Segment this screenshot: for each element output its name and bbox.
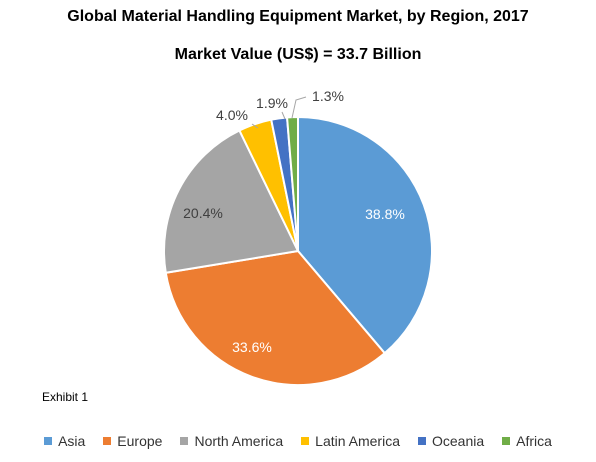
pie-slice-asia	[297, 115, 433, 355]
leader-line	[281, 111, 286, 120]
legend-label: Europe	[117, 433, 163, 449]
legend: Asia Europe North America Latin America Ocea…	[0, 433, 596, 449]
data-label: 33.6%	[232, 339, 272, 355]
legend-item: Europe	[103, 433, 162, 449]
legend-item: Africa	[502, 433, 552, 449]
chart-title: Global Material Handling Equipment Marke…	[67, 8, 529, 25]
legend-label: North America	[194, 433, 284, 449]
legend-swatch	[103, 437, 112, 445]
legend-item: Asia	[44, 433, 85, 449]
legend-item: Oceania	[417, 433, 485, 449]
data-label: 1.9%	[256, 95, 288, 111]
data-label: 1.3%	[312, 88, 344, 104]
data-label: 20.4%	[183, 205, 223, 221]
leader-line	[291, 96, 307, 119]
legend-label: Latin America	[315, 433, 400, 449]
pie-slice-europe	[164, 249, 387, 386]
legend-item: Latin America	[301, 433, 400, 449]
data-label: 4.0%	[216, 107, 248, 123]
legend-swatch	[44, 437, 53, 445]
legend-label: Asia	[58, 433, 86, 449]
legend-swatch	[417, 437, 426, 445]
chart-subtitle: Market Value (US$) = 33.7 Billion	[174, 46, 422, 63]
legend-item: North America	[180, 433, 283, 449]
legend-label: Oceania	[431, 433, 485, 449]
data-label: 38.8%	[365, 206, 405, 222]
leader-line	[251, 123, 259, 129]
legend-swatch	[301, 437, 310, 445]
exhibit-note: Exhibit 1	[42, 390, 89, 404]
legend-swatch	[502, 437, 511, 445]
pie-slice-north-america	[163, 129, 300, 274]
legend-label: Africa	[516, 433, 552, 449]
legend-swatch	[180, 437, 189, 445]
